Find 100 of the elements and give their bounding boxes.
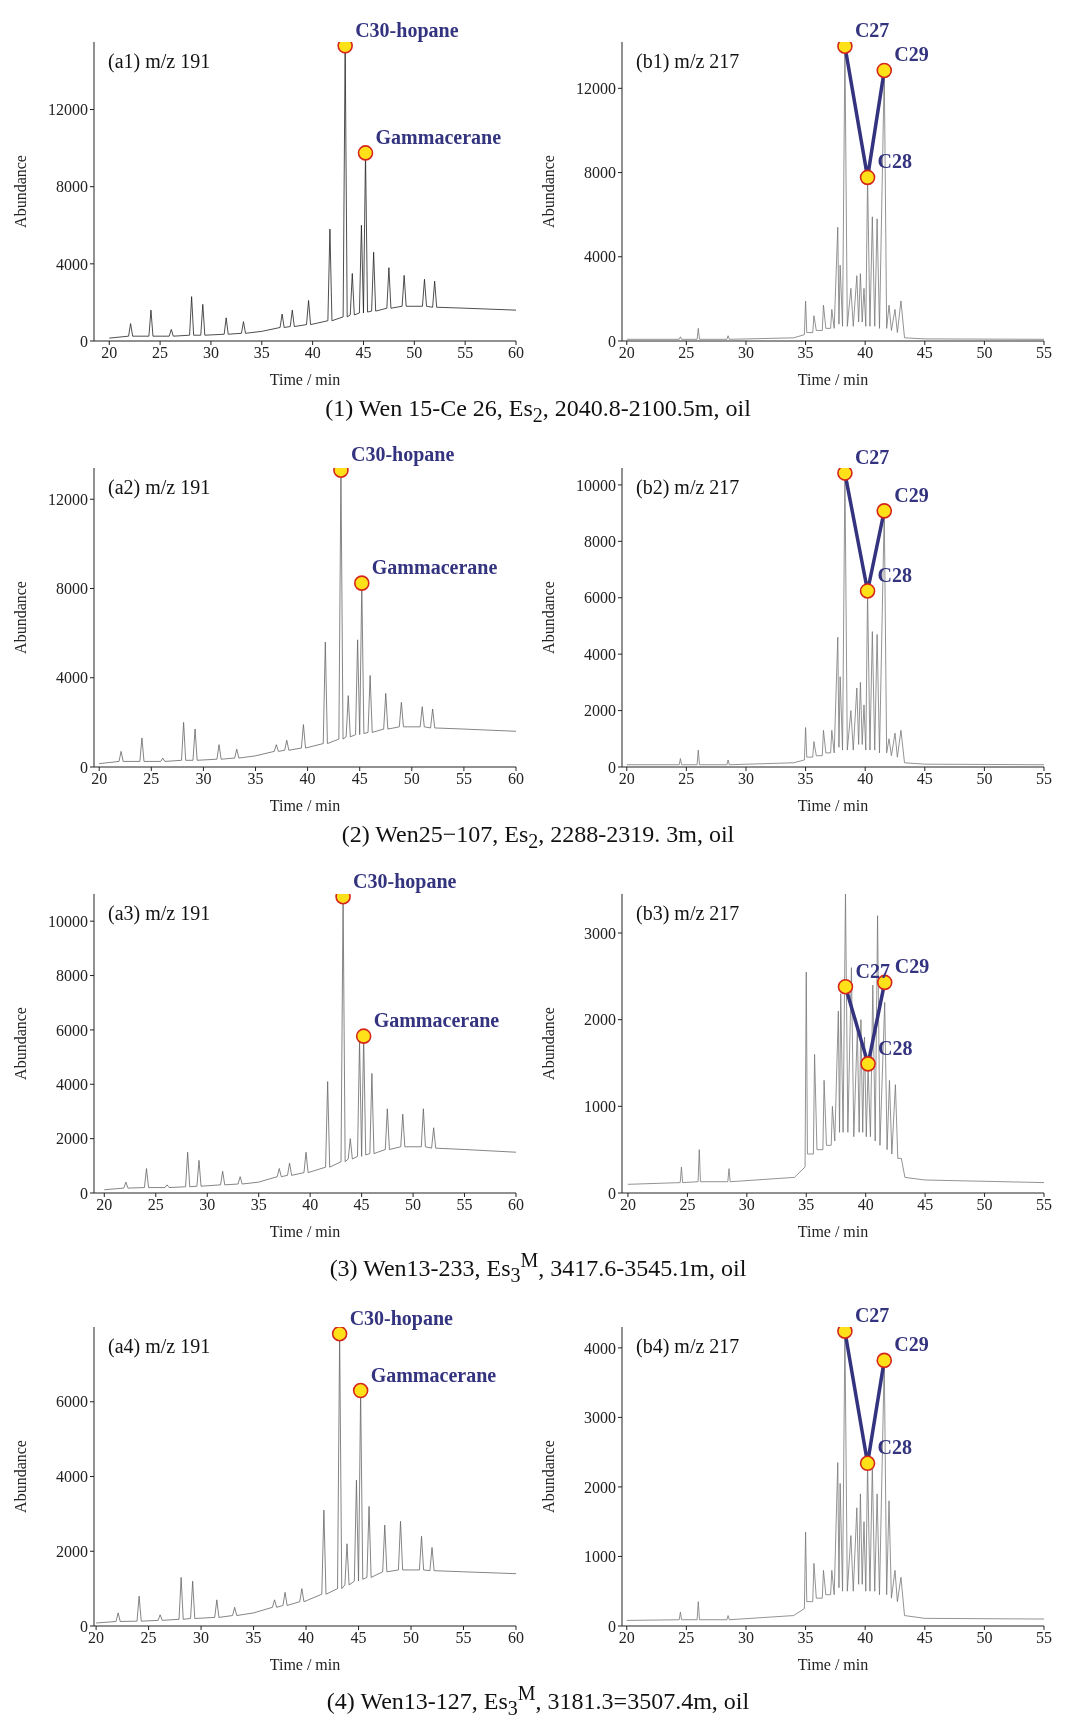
text: (4) Wen13-127, Es$_{3}$$^{M}$, 3181.3=3507.4m, oil xyxy=(325,1681,751,1722)
y-tick-label: 12000 xyxy=(576,80,616,97)
chart-title: (b1) m/z 217 xyxy=(636,50,740,73)
y-tick-label: 4000 xyxy=(56,255,88,273)
x-tick-label: 20 xyxy=(88,1629,105,1647)
y-tick-label: 0 xyxy=(80,1618,88,1636)
x-tick-label: 55 xyxy=(1036,1629,1052,1647)
line-series xyxy=(627,893,1044,1185)
x-tick-label: 35 xyxy=(250,1195,267,1213)
annotation: C28 xyxy=(877,563,913,586)
x-tick-label: 25 xyxy=(678,770,695,788)
annotation: Gammacerane xyxy=(370,1363,497,1386)
y-tick-label: 8000 xyxy=(584,532,616,550)
text: (2) Wen25−107, Es$_{2}$, 2288-2319. 3m, oil xyxy=(340,819,736,854)
y-tick-label: 4000 xyxy=(56,669,88,687)
x-tick-label: 55 xyxy=(456,1195,473,1213)
annotation: C28 xyxy=(878,1036,913,1059)
x-tick-label: 40 xyxy=(857,344,874,362)
y-tick-label: 10000 xyxy=(576,476,616,494)
x-tick-label: 20 xyxy=(618,1629,635,1647)
y-tick-label: 2000 xyxy=(56,1543,88,1561)
x-tick-label: 25 xyxy=(678,344,695,362)
x-tick-label: 50 xyxy=(976,1629,993,1647)
y-axis-title: Abundance xyxy=(11,580,29,654)
y-tick-label: 0 xyxy=(608,332,616,350)
x-tick-label: 25 xyxy=(147,1195,164,1213)
chart-title: (a3) m/z 191 xyxy=(108,901,211,925)
x-tick-label: 25 xyxy=(679,1195,696,1213)
x-axis-title: Time / min xyxy=(797,796,869,814)
y-tick-label: 6000 xyxy=(584,589,616,607)
y-tick-label: 8000 xyxy=(56,966,88,984)
y-tick-label: 0 xyxy=(80,758,88,776)
point xyxy=(876,62,893,79)
y-tick-label: 1000 xyxy=(584,1548,616,1566)
y-tick-label: 2000 xyxy=(584,1479,616,1496)
y-tick-label: 0 xyxy=(608,1618,616,1636)
annotation: C27 xyxy=(854,1304,890,1327)
x-tick-label: 40 xyxy=(299,770,316,788)
x-tick-label: 30 xyxy=(195,770,212,788)
y-axis-title: Abundance xyxy=(539,1006,557,1080)
y-tick-label: 1000 xyxy=(584,1097,616,1115)
chart-title: (a2) m/z 191 xyxy=(108,475,211,499)
annotation: C30-hopane xyxy=(353,869,457,893)
x-tick-label: 50 xyxy=(976,1195,993,1213)
chart-title: (a4) m/z 191 xyxy=(108,1335,211,1359)
x-tick-label: 30 xyxy=(202,344,219,362)
x-tick-label: 50 xyxy=(976,770,993,788)
x-axis-title: Time / min xyxy=(797,371,869,388)
annotation: Gammacerane xyxy=(375,125,502,148)
annotation: C27 xyxy=(855,959,890,982)
point xyxy=(860,1055,876,1072)
x-tick-label: 50 xyxy=(406,344,423,362)
x-tick-label: 25 xyxy=(678,1629,695,1647)
x-axis-title: Time / min xyxy=(269,371,341,388)
annotation: C29 xyxy=(894,43,929,66)
chart-title: (b3) m/z 217 xyxy=(636,901,740,925)
annotation: C30-hopane xyxy=(349,1307,454,1331)
x-tick-label: 35 xyxy=(797,1629,814,1647)
text: (3) Wen13-233, Es$_{3}$$^{M}$, 3417.6-3545.1m, oil xyxy=(328,1247,748,1288)
x-tick-label: 45 xyxy=(353,1195,370,1213)
x-tick-label: 30 xyxy=(737,344,754,362)
point xyxy=(876,502,893,519)
x-tick-label: 20 xyxy=(96,1195,113,1213)
x-tick-label: 50 xyxy=(403,770,420,788)
annotation: C29 xyxy=(894,954,930,977)
annotation: C30-hopane xyxy=(355,18,459,42)
x-tick-label: 60 xyxy=(508,770,524,788)
x-tick-label: 45 xyxy=(917,1195,934,1213)
x-tick-label: 25 xyxy=(143,770,160,788)
y-tick-label: 10000 xyxy=(48,912,88,930)
x-tick-label: 20 xyxy=(619,1195,636,1213)
y-tick-label: 4000 xyxy=(56,1468,88,1486)
y-tick-label: 2000 xyxy=(56,1129,88,1147)
x-tick-label: 40 xyxy=(857,1629,874,1647)
point xyxy=(837,978,854,995)
x-tick-label: 45 xyxy=(355,344,372,362)
x-tick-label: 50 xyxy=(403,1629,420,1647)
point xyxy=(859,1455,876,1472)
annotation: Gammacerane xyxy=(371,555,498,578)
y-axis-title: Abundance xyxy=(539,1440,557,1514)
point xyxy=(859,169,876,186)
y-tick-label: 0 xyxy=(608,1184,616,1202)
x-tick-label: 55 xyxy=(1036,1195,1052,1213)
x-tick-label: 60 xyxy=(508,1195,524,1213)
point xyxy=(876,1352,893,1369)
x-tick-label: 60 xyxy=(508,344,524,362)
x-tick-label: 35 xyxy=(247,770,264,788)
x-tick-label: 45 xyxy=(916,1629,933,1647)
x-tick-label: 20 xyxy=(618,770,635,788)
y-tick-label: 12000 xyxy=(48,490,88,508)
y-axis-title: Abundance xyxy=(539,580,557,654)
x-axis-title: Time / min xyxy=(269,796,341,814)
y-tick-label: 12000 xyxy=(48,101,88,119)
y-tick-label: 4000 xyxy=(584,248,616,266)
x-tick-label: 35 xyxy=(797,770,814,788)
x-tick-label: 45 xyxy=(350,1629,367,1647)
point xyxy=(837,42,853,55)
x-tick-label: 60 xyxy=(508,1629,524,1647)
x-tick-label: 55 xyxy=(1036,770,1052,788)
y-axis-title: Abundance xyxy=(539,155,557,228)
